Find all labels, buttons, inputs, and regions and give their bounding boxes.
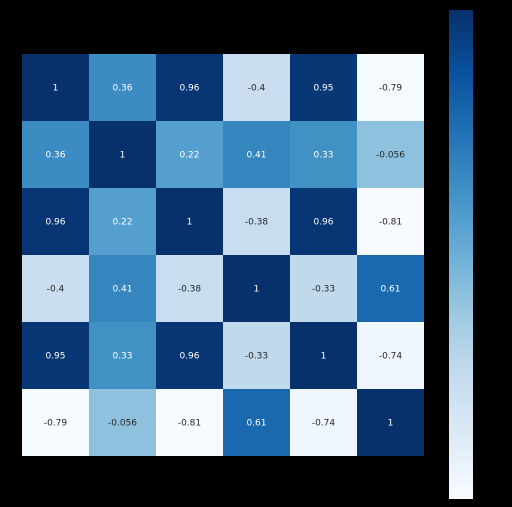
heatmap-cell-r3-c3 — [223, 255, 290, 322]
heatmap-cell-r4-c4 — [290, 322, 357, 389]
cell-value-label-r4-c4: 1 — [321, 352, 327, 362]
cell-value-label-r0-c3: -0.4 — [248, 84, 266, 94]
heatmap-cell-r0-c3 — [223, 54, 290, 121]
cell-value-label-r2-c1: 0.22 — [112, 218, 132, 228]
heatmap-cell-r5-c3 — [223, 389, 290, 456]
cell-value-label-r1-c5: -0.056 — [376, 151, 405, 161]
heatmap-cell-r3-c0 — [22, 255, 89, 322]
heatmap-cell-r2-c2 — [156, 188, 223, 255]
cell-value-label-r2-c3: -0.38 — [245, 218, 269, 228]
heatmap-cell-r2-c4 — [290, 188, 357, 255]
cell-value-label-r1-c2: 0.22 — [179, 151, 199, 161]
cell-value-label-r1-c4: 0.33 — [313, 151, 333, 161]
cell-value-label-r4-c0: 0.95 — [45, 352, 65, 362]
heatmap-cell-r4-c5 — [357, 322, 424, 389]
heatmap-cell-r5-c1 — [89, 389, 156, 456]
cell-value-label-r1-c1: 1 — [120, 151, 126, 161]
heatmap-cells — [22, 54, 424, 456]
heatmap-cell-r2-c3 — [223, 188, 290, 255]
heatmap-cell-r1-c1 — [89, 121, 156, 188]
cell-value-label-r0-c2: 0.96 — [179, 84, 199, 94]
heatmap-cell-r4-c0 — [22, 322, 89, 389]
heatmap-cell-r1-c4 — [290, 121, 357, 188]
heatmap-cell-r0-c4 — [290, 54, 357, 121]
heatmap-cell-r4-c3 — [223, 322, 290, 389]
cell-value-label-r4-c3: -0.33 — [245, 352, 268, 362]
cell-value-label-r5-c1: -0.056 — [108, 419, 137, 429]
cell-value-label-r0-c5: -0.79 — [379, 84, 403, 94]
cell-value-label-r0-c1: 0.36 — [112, 84, 132, 94]
cell-value-label-r3-c2: -0.38 — [178, 285, 202, 295]
heatmap-cell-r5-c2 — [156, 389, 223, 456]
heatmap-cell-r3-c4 — [290, 255, 357, 322]
cell-value-label-r2-c0: 0.96 — [45, 218, 65, 228]
heatmap-cell-r0-c2 — [156, 54, 223, 121]
heatmap-cell-r2-c0 — [22, 188, 89, 255]
heatmap-cell-r5-c4 — [290, 389, 357, 456]
heatmap-cell-r0-c1 — [89, 54, 156, 121]
cell-value-label-r5-c3: 0.61 — [246, 419, 266, 429]
heatmap-cell-r1-c2 — [156, 121, 223, 188]
heatmap-cell-r1-c5 — [357, 121, 424, 188]
heatmap-cell-r5-c0 — [22, 389, 89, 456]
cell-value-label-r4-c2: 0.96 — [179, 352, 199, 362]
cell-value-label-r1-c3: 0.41 — [246, 151, 266, 161]
heatmap-cell-r1-c0 — [22, 121, 89, 188]
cell-value-label-r3-c4: -0.33 — [312, 285, 335, 295]
heatmap-cell-r5-c5 — [357, 389, 424, 456]
heatmap-cell-r3-c2 — [156, 255, 223, 322]
heatmap-cell-r1-c3 — [223, 121, 290, 188]
cell-value-label-r2-c4: 0.96 — [313, 218, 333, 228]
heatmap-cell-r2-c5 — [357, 188, 424, 255]
cell-value-label-r5-c5: 1 — [388, 419, 394, 429]
cell-value-label-r3-c0: -0.4 — [47, 285, 65, 295]
heatmap-cell-r0-c0 — [22, 54, 89, 121]
cell-value-label-r1-c0: 0.36 — [45, 151, 65, 161]
cell-value-label-r5-c4: -0.74 — [312, 419, 336, 429]
cell-value-label-r0-c4: 0.95 — [313, 84, 333, 94]
cell-value-label-r3-c1: 0.41 — [112, 285, 132, 295]
cell-value-label-r3-c5: 0.61 — [380, 285, 400, 295]
heatmap-cell-r4-c1 — [89, 322, 156, 389]
heatmap-cell-r4-c2 — [156, 322, 223, 389]
heatmap-cell-r0-c5 — [357, 54, 424, 121]
heatmap-value-labels: 1 0.36 0.96 -0.4 0.95 -0.79 0.36 1 0.22 0.41 0.33 -… — [44, 84, 405, 429]
cell-value-label-r4-c5: -0.74 — [379, 352, 403, 362]
heatmap-cell-r2-c1 — [89, 188, 156, 255]
cell-value-label-r3-c3: 1 — [254, 285, 260, 295]
colorbar — [449, 10, 473, 499]
cell-value-label-r4-c1: 0.33 — [112, 352, 132, 362]
cell-value-label-r5-c0: -0.79 — [44, 419, 68, 429]
cell-value-label-r5-c2: -0.81 — [178, 419, 201, 429]
cell-value-label-r2-c5: -0.81 — [379, 218, 402, 228]
heatmap-cell-r3-c1 — [89, 255, 156, 322]
heatmap-cell-r3-c5 — [357, 255, 424, 322]
cell-value-label-r2-c2: 1 — [187, 218, 193, 228]
cell-value-label-r0-c0: 1 — [53, 84, 59, 94]
